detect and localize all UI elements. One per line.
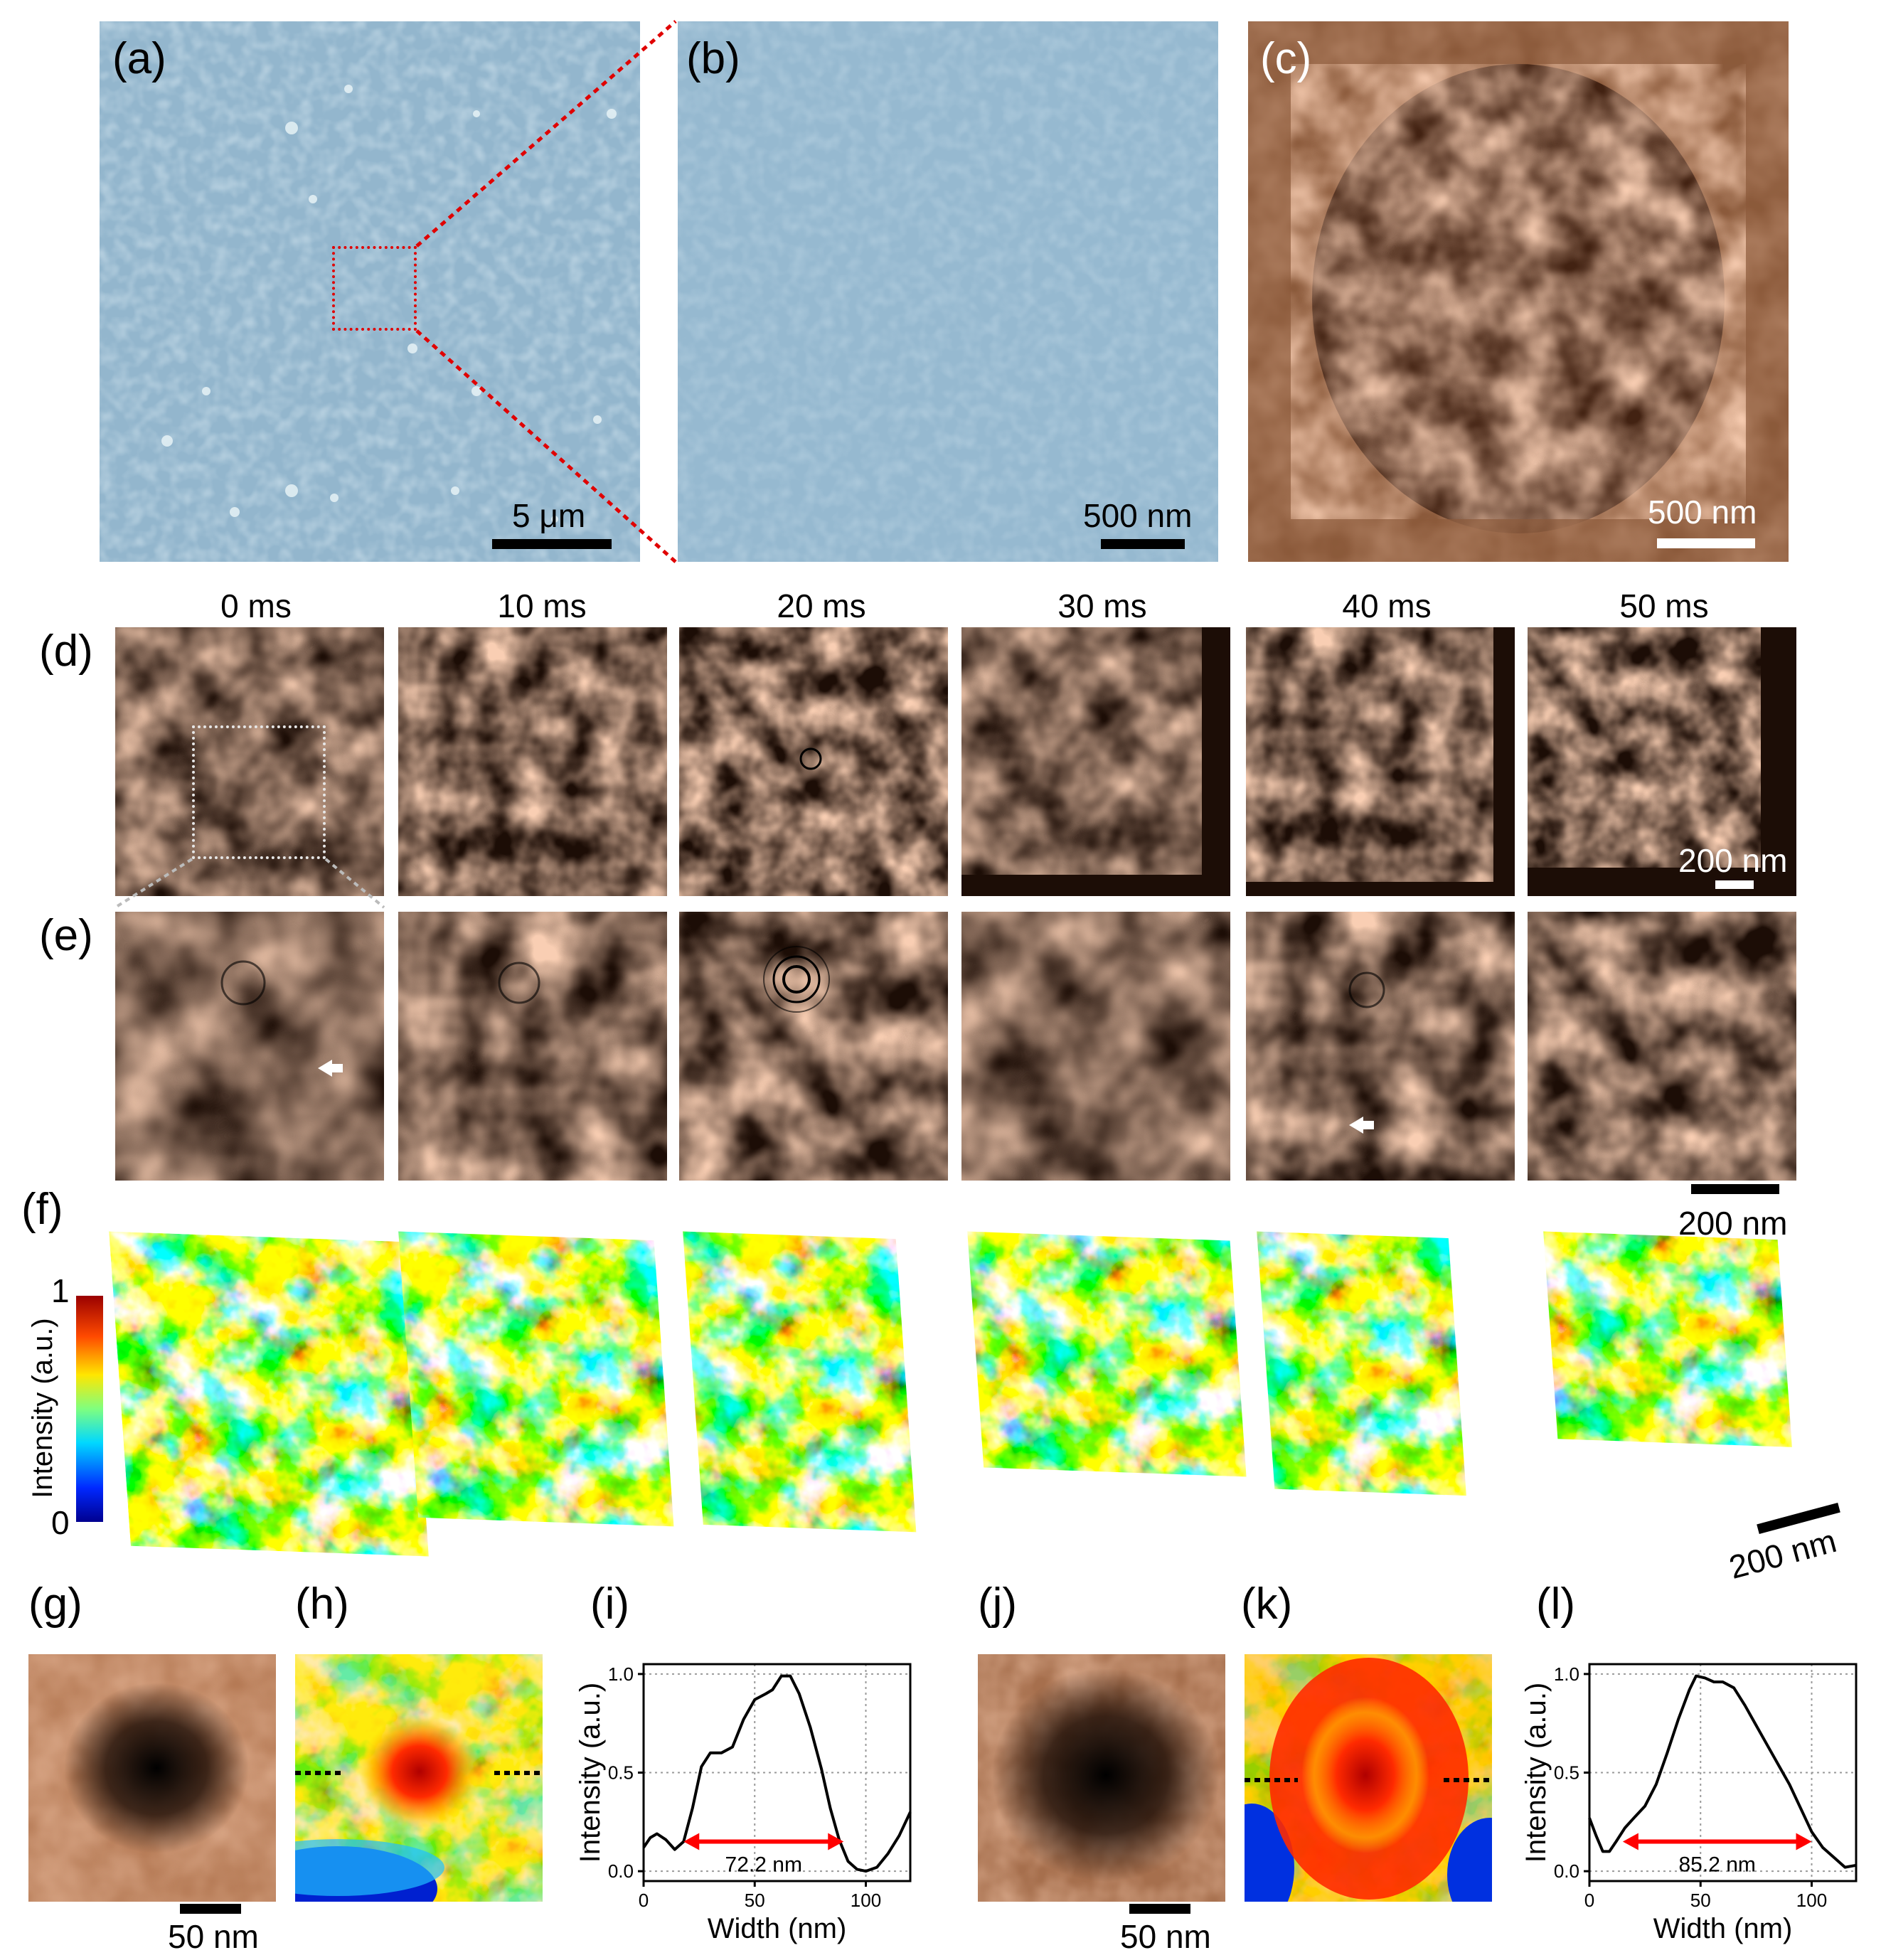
fwhm-annotation-i: 72.2 nm bbox=[725, 1853, 802, 1877]
frame-e-10 bbox=[398, 912, 667, 1181]
fwhm-arrowhead-left-l bbox=[1622, 1833, 1638, 1850]
scalebar-c bbox=[1657, 538, 1755, 548]
scalebar-g bbox=[180, 1904, 241, 1914]
profile-plot-l: 0 50 100 0.0 0.5 1.0 Width (nm) Intensity (a.u.… bbox=[1520, 1663, 1858, 1944]
x-axis-label-l: Width (nm) bbox=[1653, 1913, 1793, 1944]
dark-field-image-c bbox=[1248, 21, 1789, 562]
scalebar-label-d: 200 nm bbox=[1678, 842, 1788, 879]
frame-e-30 bbox=[961, 912, 1230, 1181]
panel-label-g: (g) bbox=[28, 1580, 82, 1629]
panel-label-h: (h) bbox=[295, 1580, 349, 1629]
y-axis-label-l: Intensity (a.u.) bbox=[1520, 1683, 1552, 1863]
fwhm-annotation-l: 85.2 nm bbox=[1678, 1853, 1755, 1877]
surface-10 bbox=[398, 1231, 718, 1557]
fwhm-arrowhead-right-i bbox=[828, 1833, 844, 1850]
frame-d-30 bbox=[961, 627, 1230, 896]
y-tick-label-i: 0.0 bbox=[608, 1860, 634, 1882]
heatmap-h bbox=[295, 1654, 543, 1902]
x-tick-label-i: 0 bbox=[639, 1890, 649, 1911]
scalebar-label-c: 500 nm bbox=[1648, 494, 1757, 531]
surface-30 bbox=[967, 1231, 1287, 1557]
panel-label-f: (f) bbox=[21, 1185, 63, 1234]
y-tick-label-l: 0.5 bbox=[1554, 1762, 1579, 1784]
scalebar-b bbox=[1101, 539, 1185, 549]
scalebar-label-b: 500 nm bbox=[1083, 497, 1193, 534]
frame-e-50 bbox=[1528, 912, 1796, 1181]
frame-e-0 bbox=[115, 912, 384, 1181]
x-tick-label-l: 0 bbox=[1584, 1890, 1594, 1911]
scalebar-a bbox=[492, 539, 612, 549]
scalebar-e bbox=[1691, 1184, 1779, 1194]
x-tick-label-i: 100 bbox=[851, 1890, 881, 1911]
y-tick-label-l: 1.0 bbox=[1554, 1663, 1579, 1685]
profile-plot-i: 0 50 100 0.0 0.5 1.0 Width (nm) Intensity (a.u.… bbox=[575, 1663, 912, 1944]
colorbar-min: 0 bbox=[51, 1504, 70, 1541]
panel-label-j: (j) bbox=[978, 1580, 1018, 1629]
x-tick-label-l: 50 bbox=[1690, 1890, 1711, 1911]
frame-e-20 bbox=[679, 912, 948, 1181]
fwhm-arrowhead-left-i bbox=[683, 1833, 700, 1850]
fwhm-arrowhead-right-l bbox=[1796, 1833, 1812, 1850]
frame-d-10 bbox=[398, 627, 667, 896]
y-tick-label-i: 1.0 bbox=[608, 1663, 634, 1685]
panel-label-l: (l) bbox=[1536, 1580, 1576, 1629]
crop-j bbox=[978, 1654, 1225, 1902]
scalebar-label-a: 5 μm bbox=[512, 497, 586, 534]
panel-label-i: (i) bbox=[590, 1580, 630, 1629]
frame-d-0 bbox=[115, 627, 384, 896]
crop-g bbox=[28, 1654, 276, 1902]
panel-label-b: (b) bbox=[686, 34, 740, 83]
scalebar-d bbox=[1715, 880, 1754, 889]
x-tick-label-l: 100 bbox=[1796, 1890, 1827, 1911]
heatmap-k bbox=[1245, 1654, 1492, 1902]
scalebar-j bbox=[1129, 1904, 1190, 1914]
time-label-20: 20 ms bbox=[777, 587, 866, 624]
profile-line-i bbox=[642, 1674, 912, 1873]
time-label-40: 40 ms bbox=[1342, 587, 1432, 624]
x-axis-label-i: Width (nm) bbox=[708, 1913, 847, 1944]
y-tick-label-i: 0.5 bbox=[608, 1762, 634, 1784]
surface-50 bbox=[1543, 1231, 1863, 1557]
zoom-box-a bbox=[332, 246, 417, 331]
time-label-50: 50 ms bbox=[1619, 587, 1709, 624]
surface-0 bbox=[109, 1231, 429, 1557]
time-label-10: 10 ms bbox=[497, 587, 587, 624]
zoom-box-d bbox=[192, 725, 326, 859]
frame-e-40 bbox=[1246, 912, 1515, 1181]
time-label-0: 0 ms bbox=[220, 587, 292, 624]
frame-d-40 bbox=[1246, 627, 1515, 896]
scalebar-label-j: 50 nm bbox=[1120, 1918, 1211, 1955]
optical-image-b bbox=[678, 21, 1218, 562]
colorbar bbox=[76, 1296, 103, 1522]
y-tick-label-l: 0.0 bbox=[1554, 1860, 1579, 1882]
frame-d-20 bbox=[679, 627, 948, 896]
panel-label-a: (a) bbox=[112, 34, 166, 83]
frame-d-50 bbox=[1528, 627, 1796, 896]
colorbar-label: Intensity (a.u.) bbox=[27, 1318, 58, 1498]
y-axis-label-i: Intensity (a.u.) bbox=[575, 1683, 606, 1863]
profile-line-l bbox=[1588, 1674, 1857, 1869]
panel-label-d: (d) bbox=[39, 627, 93, 676]
surface-40 bbox=[1257, 1231, 1577, 1557]
panel-label-e: (e) bbox=[39, 911, 93, 960]
surface-20 bbox=[683, 1231, 1003, 1557]
panel-label-k: (k) bbox=[1241, 1580, 1293, 1629]
x-tick-label-i: 50 bbox=[745, 1890, 765, 1911]
scalebar-label-g: 50 nm bbox=[168, 1918, 259, 1955]
colorbar-max: 1 bbox=[51, 1272, 70, 1309]
time-label-30: 30 ms bbox=[1057, 587, 1147, 624]
scalebar-label-e: 200 nm bbox=[1678, 1205, 1788, 1242]
panel-label-c: (c) bbox=[1260, 34, 1312, 83]
